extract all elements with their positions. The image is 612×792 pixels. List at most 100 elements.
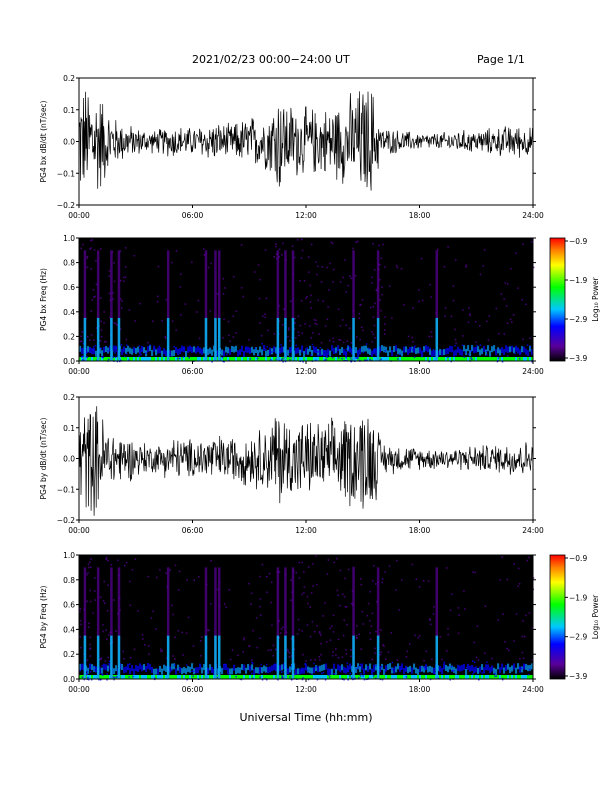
spectrogram-cell (306, 595, 309, 598)
spectrogram-cell (129, 347, 132, 354)
spectrogram-cell (380, 651, 382, 654)
spectrogram-cell (280, 359, 283, 361)
spectrogram-cell (475, 675, 478, 679)
spectrogram-cell (381, 578, 384, 580)
spectrogram-cell (317, 265, 319, 268)
spectrogram-cell (86, 335, 89, 338)
spectrogram-cell (327, 674, 330, 676)
spectrogram-cell (114, 352, 116, 354)
spectrogram-cell (307, 666, 310, 673)
spectrogram-cell (367, 357, 370, 361)
spectrogram-cell (476, 625, 479, 628)
spectrogram-cell (451, 675, 454, 679)
spectrogram-cell (491, 675, 494, 679)
spectrogram-cell (281, 324, 284, 326)
spectrogram-cell (79, 636, 81, 638)
spectrogram-cell (293, 648, 296, 650)
spectrogram-cell (264, 348, 267, 351)
spectrogram-cell (485, 675, 488, 679)
spectrogram-cell (384, 329, 386, 331)
spectrogram-cell (259, 666, 262, 673)
spectrogram-cell (288, 656, 291, 658)
spectrogram-cell (108, 292, 111, 295)
spectrogram-cell (269, 357, 272, 361)
spectrogram-cell (529, 337, 531, 339)
spectrogram-cell (317, 351, 319, 353)
spectrogram-cell (439, 357, 442, 361)
spectrogram-cell (461, 349, 464, 356)
spectrogram-cell (259, 346, 262, 353)
spectrogram-burst (217, 635, 221, 679)
spectrogram-cell (520, 352, 522, 354)
spectrogram-cell (183, 667, 186, 674)
spectrogram-cell (267, 329, 269, 332)
spectrogram-cell (108, 660, 111, 663)
spectrogram-cell (269, 359, 272, 361)
spectrogram-cell (199, 639, 202, 642)
spectrogram-cell (94, 599, 96, 601)
spectrogram-cell (379, 263, 381, 266)
colorbar-tick-label: −0.9 (569, 554, 587, 563)
spectrogram-cell (265, 350, 268, 357)
spectrogram-cell (241, 345, 244, 352)
spectrogram-burst (83, 250, 87, 361)
spectrogram-cell (305, 675, 308, 679)
spectrogram-cell (169, 675, 172, 679)
spectrogram-cell (365, 357, 368, 361)
spectrogram-cell (384, 323, 386, 325)
spectrogram-cell (329, 262, 331, 265)
spectrogram-cell (319, 675, 322, 679)
spectrogram-cell (185, 675, 188, 679)
spectrogram-cell (259, 575, 261, 578)
spectrogram-cell (345, 348, 348, 350)
spectrogram-cell (80, 623, 82, 626)
panel-1: −0.2−0.10.00.10.200:00 06:00 12:00 18:00 24:… (39, 74, 544, 220)
spectrogram-cell (147, 645, 150, 647)
spectrogram-cell (499, 675, 502, 679)
spectrogram-cell (531, 360, 533, 363)
spectrogram-cell (315, 261, 317, 263)
spectrogram-cell (329, 669, 331, 672)
spectrogram-cell (325, 358, 328, 361)
spectrogram-cell (459, 357, 462, 361)
spectrogram-cell (337, 357, 340, 361)
spectrogram-cell (305, 660, 307, 662)
spectrogram-cell (295, 668, 298, 675)
spectrogram-burst (117, 635, 121, 679)
spectrogram-cell (272, 654, 275, 657)
spectrogram-cell (410, 347, 412, 349)
spectrogram-cell (103, 580, 105, 583)
spectrogram-cell (321, 675, 324, 679)
spectrogram-cell (457, 346, 460, 353)
spectrogram-cell (89, 561, 91, 564)
spectrogram-burst (166, 567, 170, 679)
spectrogram-cell (223, 603, 226, 605)
spectrogram-cell (479, 344, 482, 346)
spectrogram-cell (301, 678, 304, 681)
spectrogram-cell (437, 357, 440, 361)
spectrogram-cell (89, 566, 92, 569)
spectrogram-cell (290, 655, 293, 657)
spectrogram-cell (203, 347, 206, 354)
spectrogram-cell (381, 581, 383, 584)
spectrogram-cell (90, 239, 92, 242)
spectrogram-cell (455, 675, 458, 679)
spectrogram-cell (374, 647, 376, 650)
spectrogram-cell (306, 295, 308, 298)
spectrogram-cell (378, 244, 380, 247)
spectrogram-cell (229, 675, 232, 679)
spectrogram-cell (316, 583, 318, 586)
spectrogram-cell (415, 357, 418, 361)
spectrogram-cell (127, 668, 129, 670)
spectrogram-cell (431, 357, 434, 361)
spectrogram-cell (467, 675, 470, 679)
spectrogram-cell (318, 656, 321, 658)
spectrogram-cell (459, 665, 462, 672)
spectrogram-cell (107, 656, 109, 659)
spectrogram-cell (385, 346, 388, 353)
spectrogram-cell (521, 298, 524, 301)
spectrogram-cell (465, 668, 468, 675)
spectrogram-cell (112, 356, 115, 359)
spectrogram-background (79, 555, 533, 679)
spectrogram-cell (339, 670, 342, 673)
